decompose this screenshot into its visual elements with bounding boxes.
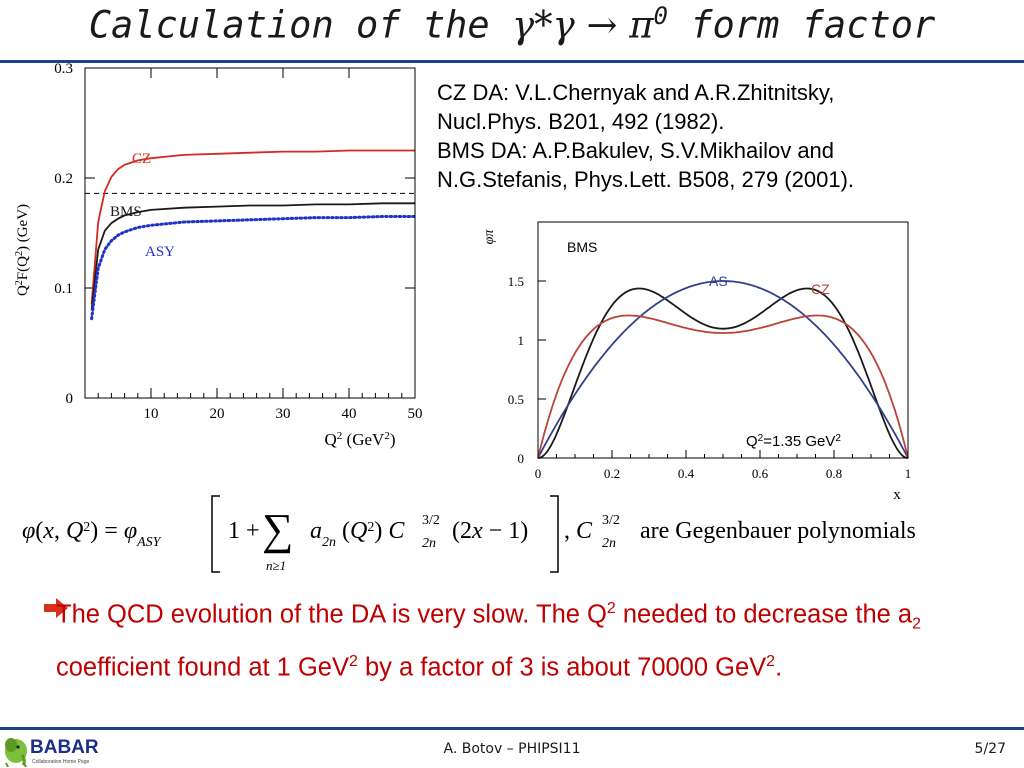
- x-tick-label: 0.8: [826, 466, 842, 481]
- title-rule: [0, 60, 1024, 63]
- svg-text:2n: 2n: [602, 536, 616, 551]
- title-sup: 0: [653, 2, 668, 30]
- reference-line: Nucl.Phys. B201, 492 (1982).: [437, 109, 725, 134]
- bms-curve: [90, 202, 415, 311]
- title-suffix: form factor: [667, 3, 936, 47]
- y-tick-label: 1: [518, 333, 525, 348]
- svg-text:2n: 2n: [422, 536, 436, 551]
- slide-title: Calculation of the γ*γ → π0 form factor: [0, 2, 1024, 46]
- y-tick-label: 1.5: [508, 274, 524, 289]
- da-expansion-formula: φ(x, Q2) = φASY 1 + ∑ n≥1 a2n (Q2) C 3/2…: [22, 495, 916, 573]
- distribution-amplitude-chart: φπ x 0 0.2 0.4 0.6 0.8 1 0 0.5 1 1.5 BMS AS CZ Q2…: [482, 221, 912, 503]
- chart1-frame: [84, 67, 416, 399]
- as-da-curve: [537, 280, 909, 459]
- bms-curve-label: BMS: [567, 239, 597, 255]
- y-tick-label: 0.3: [54, 61, 73, 77]
- x-tick-label: 20: [210, 406, 225, 422]
- footer-author: A. Botov – PHIPSI11: [443, 741, 581, 757]
- cz-curve-label: CZ: [811, 281, 830, 297]
- asy-curve: [90, 215, 417, 321]
- chart1-ylabel: Q2F(Q2) (GeV): [14, 204, 32, 296]
- reference-line: CZ DA: V.L.Chernyak and A.R.Zhitnitsky,: [437, 80, 835, 105]
- form-factor-chart: Q2F(Q2) (GeV) Q2 (GeV2) 10 20 30 40 50 0 0.1 0.…: [14, 61, 423, 449]
- svg-text:Collaboration Home Page: Collaboration Home Page: [32, 759, 89, 765]
- svg-text:1 +: 1 +: [228, 518, 260, 544]
- references: CZ DA: V.L.Chernyak and A.R.Zhitnitsky, …: [437, 78, 1017, 194]
- svg-text:φ(x, Q2) = φASY: φ(x, Q2) = φASY: [22, 518, 163, 550]
- svg-text:, C: , C: [564, 518, 593, 544]
- babar-logo[interactable]: BABAR Collaboration Home Page: [2, 731, 122, 767]
- chart2-ylabel: φπ: [482, 229, 497, 245]
- bullet-point: The QCD evolution of the DA is very slow…: [56, 600, 921, 682]
- x-tick-label: 10: [144, 406, 159, 422]
- bms-da-curve: [537, 287, 909, 459]
- x-tick-label: 40: [342, 406, 357, 422]
- y-tick-label: 0.1: [54, 281, 73, 297]
- y-tick-label: 0.2: [54, 171, 73, 187]
- title-math: γ*γ → π: [511, 3, 654, 47]
- babar-elephant-icon: [5, 738, 27, 767]
- svg-text:a2n (Q2) C: a2n (Q2) C: [310, 518, 405, 550]
- footer-rule: [0, 727, 1024, 730]
- reference-line: BMS DA: A.P.Bakulev, S.V.Mikhailov and: [437, 138, 835, 163]
- cz-series-label: CZ: [132, 151, 151, 167]
- x-tick-label: 0: [535, 466, 542, 481]
- asy-series-label: ASY: [145, 244, 175, 260]
- svg-text:3/2: 3/2: [422, 513, 440, 528]
- reference-line: N.G.Stefanis, Phys.Lett. B508, 279 (2001…: [437, 167, 855, 192]
- y-tick-label: 0.5: [508, 392, 524, 407]
- as-curve-label: AS: [709, 273, 728, 289]
- svg-text:are Gegenbauer polynomials: are Gegenbauer polynomials: [640, 518, 916, 544]
- cz-da-curve: [537, 314, 909, 459]
- chart1-xlabel: Q2 (GeV2): [325, 430, 396, 449]
- x-tick-label: 50: [408, 406, 423, 422]
- svg-text:∑: ∑: [262, 505, 293, 554]
- bullet-arrow-icon: [44, 598, 68, 618]
- cz-curve: [90, 149, 415, 305]
- svg-text:n≥1: n≥1: [266, 558, 286, 573]
- x-tick-label: 1: [905, 466, 912, 481]
- chart2-xlabel: x: [893, 487, 901, 503]
- q2-annotation: Q2=1.35 GeV2: [746, 433, 841, 451]
- chart2-frame: [537, 221, 909, 459]
- x-tick-label: 0.2: [604, 466, 620, 481]
- svg-text:BABAR: BABAR: [30, 737, 99, 758]
- x-tick-label: 0.6: [752, 466, 769, 481]
- svg-text:3/2: 3/2: [602, 513, 620, 528]
- svg-text:(2x − 1): (2x − 1): [452, 518, 528, 544]
- x-tick-label: 0.4: [678, 466, 695, 481]
- title-prefix: Calculation of the: [88, 3, 512, 47]
- y-tick-label: 0: [518, 451, 525, 466]
- x-tick-label: 30: [276, 406, 291, 422]
- y-tick-label: 0: [66, 391, 74, 407]
- bms-series-label: BMS: [110, 204, 142, 220]
- page-number: 5/27: [974, 741, 1006, 757]
